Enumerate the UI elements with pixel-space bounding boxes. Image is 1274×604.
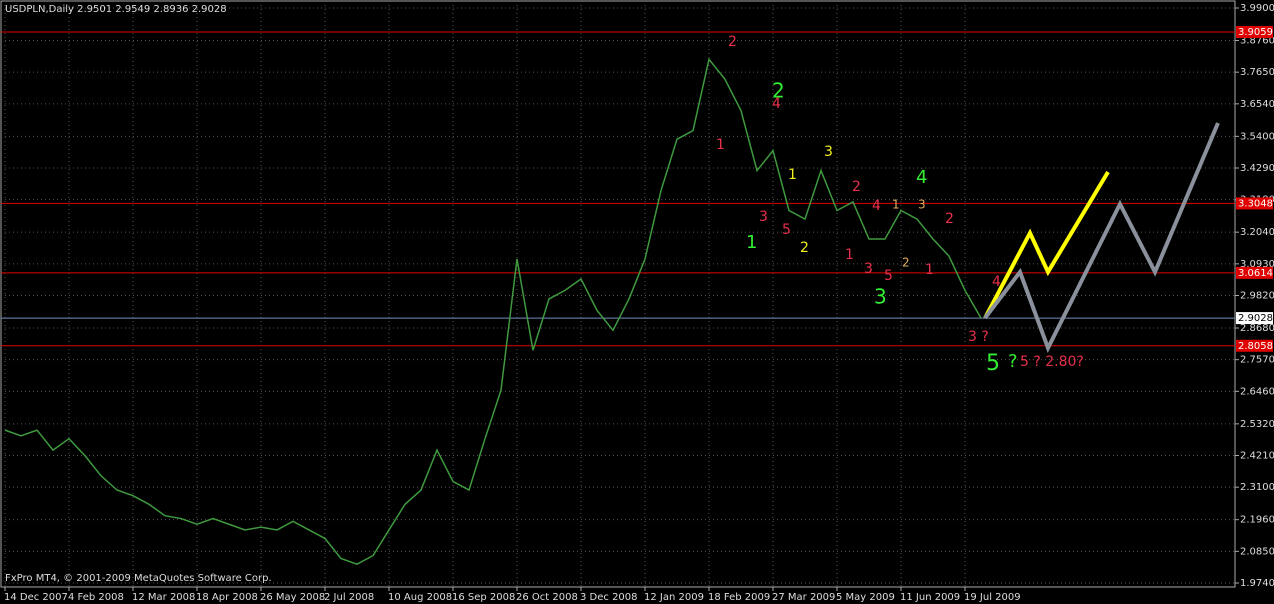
wave-label: 4 <box>872 198 881 214</box>
level-label: 2.8058 <box>1238 341 1273 352</box>
level-label: 3.0614 <box>1238 268 1273 279</box>
y-tick-label: 2.7570 <box>1240 355 1274 366</box>
level-tag <box>1236 266 1273 279</box>
level-tag <box>1236 339 1273 352</box>
wave-label: 3 ? <box>968 329 989 345</box>
x-tick-label: 3 Dec 2008 <box>580 592 638 603</box>
price-line <box>4 57 982 565</box>
y-tick-label: 2.4210 <box>1240 451 1274 462</box>
y-tick-label: 2.3100 <box>1240 482 1274 493</box>
wave-label: 2 <box>772 79 785 103</box>
x-tick-label: 18 Feb 2009 <box>708 592 770 603</box>
wave-label: 3 <box>824 144 833 160</box>
x-tick-label: 26 Oct 2008 <box>516 592 578 603</box>
level-tag <box>1236 312 1273 325</box>
x-tick-label: 26 May 2008 <box>260 592 325 603</box>
wave-label: 5 <box>884 268 893 284</box>
wave-label: 4 <box>772 96 781 112</box>
y-tick-label: 3.6540 <box>1240 99 1274 110</box>
wave-label: 3 <box>874 285 887 309</box>
level-label: 3.9059 <box>1238 27 1273 38</box>
wave-label: 3 <box>864 261 873 277</box>
projection-yellow <box>983 170 1110 319</box>
x-tick-label: 2 Jul 2008 <box>324 592 374 603</box>
x-tick-label: 19 Jul 2009 <box>964 592 1021 603</box>
y-tick-label: 1.9740 <box>1240 578 1274 589</box>
y-tick-label: 3.2040 <box>1240 227 1274 238</box>
projection-gray <box>983 122 1220 354</box>
wave-label: 1 <box>716 137 725 153</box>
y-tick-label: 3.8760 <box>1240 36 1274 47</box>
x-tick-label: 10 Aug 2008 <box>388 592 452 603</box>
x-tick-label: 12 Mar 2008 <box>132 592 195 603</box>
x-tick-label: 4 Feb 2008 <box>68 592 124 603</box>
plot-frame <box>0 0 1236 588</box>
x-tick-label: 18 Apr 2008 <box>196 592 258 603</box>
y-tick-label: 2.9820 <box>1240 291 1274 302</box>
y-tick-label: 2.0850 <box>1240 546 1274 557</box>
wave-label: 2 <box>902 256 910 270</box>
level-label: 3.3048 <box>1238 198 1273 209</box>
x-tick-label: 12 Jan 2009 <box>644 592 704 603</box>
x-tick-label: 5 May 2009 <box>836 592 895 603</box>
y-tick-label: 2.8680 <box>1240 323 1274 334</box>
level-label: 2.9028 <box>1238 313 1273 324</box>
wave-label: 3 <box>918 198 926 212</box>
y-tick-label: 3.7650 <box>1240 67 1274 78</box>
wave-label: 2 <box>800 240 809 256</box>
wave-label: 2 <box>852 179 861 195</box>
wave-label: 2 <box>728 34 737 50</box>
wave-label: 1 <box>845 247 854 263</box>
wave-label: 5 <box>782 222 791 238</box>
level-tag <box>1236 25 1273 38</box>
wave-label: 1 <box>925 262 934 278</box>
wave-label: 1 <box>746 232 757 253</box>
wave-label: 5 <box>986 351 1000 376</box>
level-tag <box>1236 197 1273 210</box>
y-tick-label: 3.0930 <box>1240 259 1274 270</box>
wave-label: 2 <box>945 211 954 227</box>
x-tick-label: 16 Sep 2008 <box>452 592 515 603</box>
chart-title: USDPLN,Daily 2.9501 2.9549 2.8936 2.9028 <box>5 4 227 15</box>
y-tick-label: 2.5320 <box>1240 419 1274 430</box>
levels: 3.9059 3.3048 3.0614 2.9028 2.8058 <box>1 25 1273 352</box>
y-tick-label: 3.5400 <box>1240 131 1274 142</box>
wave-label: 1 <box>788 167 797 183</box>
wave-label: ? <box>1008 351 1018 372</box>
x-tick-label: 11 Jun 2009 <box>900 592 960 603</box>
wave-label: 4 <box>916 167 927 188</box>
x-tick-label: 27 Mar 2009 <box>772 592 835 603</box>
y-tick-label: 2.1960 <box>1240 515 1274 526</box>
footer: FxPro MT4, © 2001-2009 MetaQuotes Softwa… <box>5 573 272 584</box>
x-tick-label: 14 Dec 2007 <box>4 592 68 603</box>
wave-label: 1 <box>892 198 900 212</box>
y-tick-label: 3.9900 <box>1240 3 1274 14</box>
y-tick-label: 3.4290 <box>1240 163 1274 174</box>
wave-label: 4 <box>992 274 1001 290</box>
marks <box>4 57 982 565</box>
wave-label: 5 ? 2.80? <box>1020 354 1084 370</box>
y-tick-label: 2.6460 <box>1240 386 1274 397</box>
wave-label: 3 <box>759 209 768 225</box>
